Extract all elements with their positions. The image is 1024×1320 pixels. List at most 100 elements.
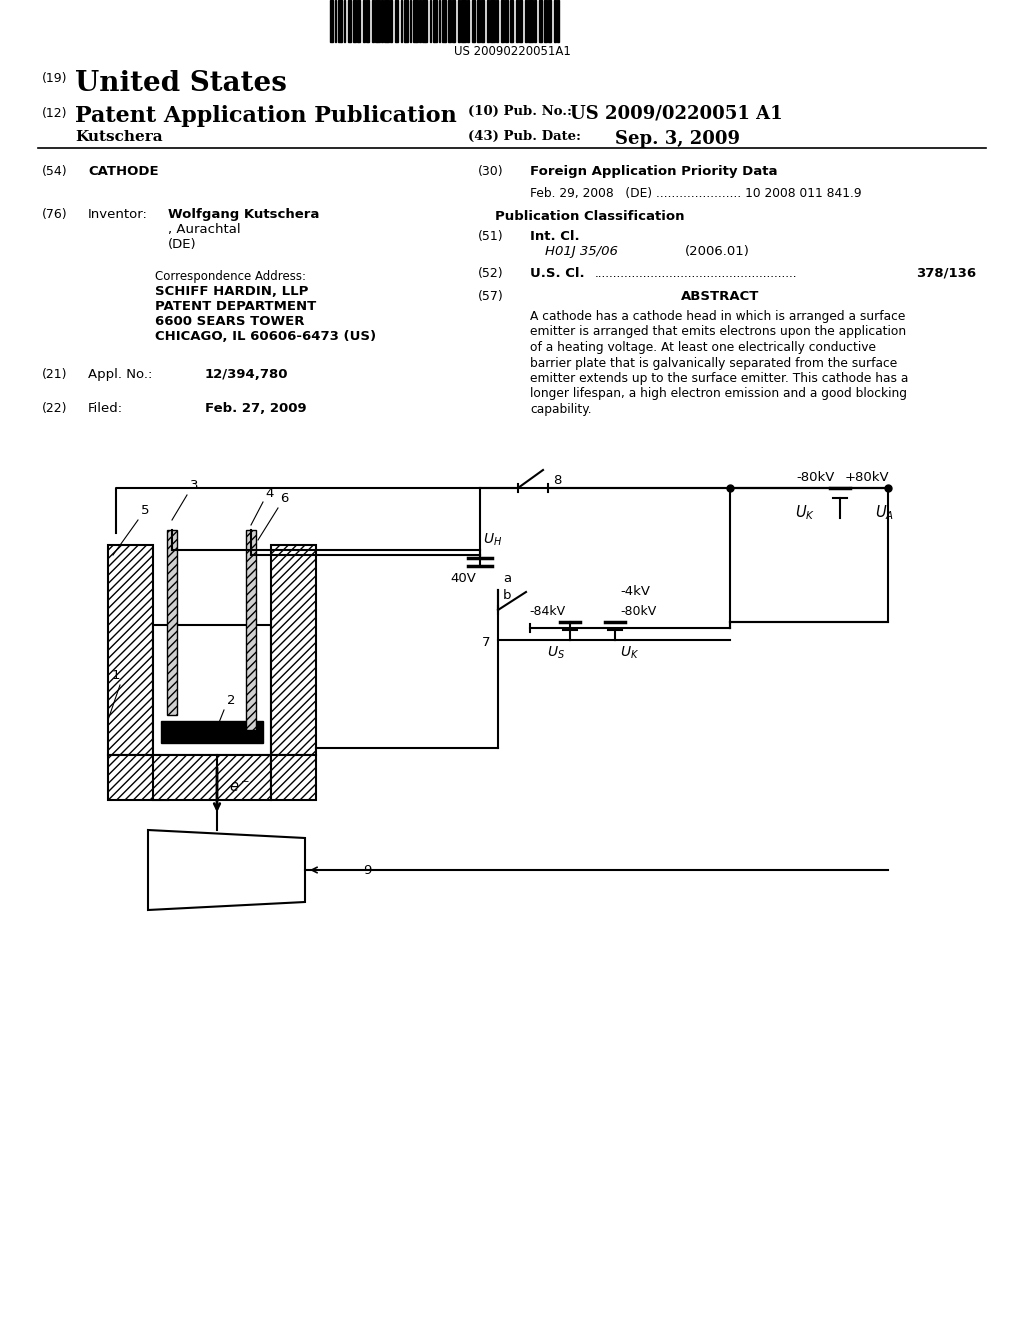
Text: CATHODE: CATHODE: [88, 165, 159, 178]
Text: Int. Cl.: Int. Cl.: [530, 230, 580, 243]
Text: Inventor:: Inventor:: [88, 209, 147, 220]
Text: 6600 SEARS TOWER: 6600 SEARS TOWER: [155, 315, 304, 327]
Text: US 2009/0220051 A1: US 2009/0220051 A1: [570, 106, 782, 123]
Text: (12): (12): [42, 107, 68, 120]
Bar: [153, 755, 271, 800]
Text: 2: 2: [227, 694, 236, 708]
Bar: [490, 0, 492, 42]
Bar: [387, 0, 389, 42]
Bar: [477, 0, 480, 42]
Text: (30): (30): [478, 165, 504, 178]
Text: 378/136: 378/136: [915, 267, 976, 280]
Bar: [534, 0, 536, 42]
Bar: [487, 0, 489, 42]
Bar: [528, 0, 530, 42]
Text: (10) Pub. No.:: (10) Pub. No.:: [468, 106, 572, 117]
Bar: [330, 0, 333, 42]
Text: longer lifespan, a high electron emission and a good blocking: longer lifespan, a high electron emissio…: [530, 388, 907, 400]
Text: 5: 5: [141, 504, 150, 517]
Text: Correspondence Address:: Correspondence Address:: [155, 271, 306, 282]
Bar: [271, 545, 316, 755]
Bar: [338, 0, 341, 42]
Bar: [419, 0, 421, 42]
Text: (2006.01): (2006.01): [685, 246, 750, 257]
Text: -84kV: -84kV: [528, 605, 565, 618]
Bar: [539, 0, 541, 42]
Text: United States: United States: [75, 70, 287, 96]
Text: ......................................................: ........................................…: [595, 267, 798, 280]
Text: 4: 4: [265, 487, 273, 500]
Text: $U_A$: $U_A$: [876, 503, 895, 521]
Text: PATENT DEPARTMENT: PATENT DEPARTMENT: [155, 300, 316, 313]
Bar: [396, 0, 398, 42]
Bar: [416, 0, 418, 42]
Text: SCHIFF HARDIN, LLP: SCHIFF HARDIN, LLP: [155, 285, 308, 298]
Text: 40V: 40V: [450, 572, 476, 585]
Bar: [271, 755, 316, 800]
Text: 3: 3: [190, 479, 199, 492]
Bar: [502, 0, 504, 42]
Bar: [530, 0, 534, 42]
Text: (21): (21): [42, 368, 68, 381]
Bar: [377, 0, 380, 42]
Text: (54): (54): [42, 165, 68, 178]
Text: US 20090220051A1: US 20090220051A1: [454, 45, 570, 58]
Text: capability.: capability.: [530, 403, 592, 416]
Text: Appl. No.:: Appl. No.:: [88, 368, 153, 381]
Text: $e^-$: $e^-$: [229, 780, 250, 796]
Bar: [425, 0, 427, 42]
Text: Filed:: Filed:: [88, 403, 123, 414]
Bar: [362, 0, 365, 42]
Text: a: a: [503, 572, 511, 585]
Bar: [246, 531, 256, 730]
Text: (DE): (DE): [168, 238, 197, 251]
Bar: [366, 0, 368, 42]
Text: ABSTRACT: ABSTRACT: [681, 290, 759, 304]
Text: barrier plate that is galvanically separated from the surface: barrier plate that is galvanically separ…: [530, 356, 897, 370]
Bar: [375, 0, 377, 42]
Text: Kutschera: Kutschera: [75, 129, 163, 144]
Text: $U_H$: $U_H$: [483, 532, 502, 548]
Text: Sep. 3, 2009: Sep. 3, 2009: [615, 129, 740, 148]
Text: 8: 8: [553, 474, 561, 487]
Bar: [434, 0, 437, 42]
Bar: [505, 0, 508, 42]
Text: +80kV: +80kV: [845, 471, 890, 484]
Text: Feb. 29, 2008   (DE) ...................... 10 2008 011 841.9: Feb. 29, 2008 (DE) .....................…: [530, 187, 861, 201]
Text: $U_K$: $U_K$: [795, 503, 815, 521]
Bar: [463, 0, 466, 42]
Bar: [108, 755, 168, 800]
Text: A cathode has a cathode head in which is arranged a surface: A cathode has a cathode head in which is…: [530, 310, 905, 323]
Bar: [161, 721, 263, 743]
Bar: [525, 0, 527, 42]
Text: 6: 6: [280, 492, 289, 506]
Text: 9: 9: [362, 863, 372, 876]
Bar: [730, 488, 888, 622]
Text: 1: 1: [112, 669, 120, 682]
Text: of a heating voltage. At least one electrically conductive: of a heating voltage. At least one elect…: [530, 341, 876, 354]
Text: CHICAGO, IL 60606-6473 (US): CHICAGO, IL 60606-6473 (US): [155, 330, 376, 343]
Bar: [452, 0, 454, 42]
Text: (22): (22): [42, 403, 68, 414]
Bar: [153, 624, 271, 755]
Bar: [461, 0, 463, 42]
Bar: [108, 545, 153, 755]
Text: Publication Classification: Publication Classification: [496, 210, 685, 223]
Bar: [496, 0, 498, 42]
Text: -80kV: -80kV: [620, 605, 656, 618]
Text: Patent Application Publication: Patent Application Publication: [75, 106, 457, 127]
Text: 7: 7: [481, 636, 490, 649]
Text: Feb. 27, 2009: Feb. 27, 2009: [205, 403, 306, 414]
Bar: [519, 0, 521, 42]
Bar: [492, 0, 495, 42]
Bar: [544, 0, 547, 42]
Bar: [548, 0, 550, 42]
Bar: [554, 0, 556, 42]
Bar: [390, 0, 392, 42]
Bar: [358, 0, 360, 42]
Bar: [557, 0, 559, 42]
Text: (51): (51): [478, 230, 504, 243]
Bar: [348, 0, 350, 42]
Bar: [167, 531, 177, 715]
Bar: [381, 0, 383, 42]
